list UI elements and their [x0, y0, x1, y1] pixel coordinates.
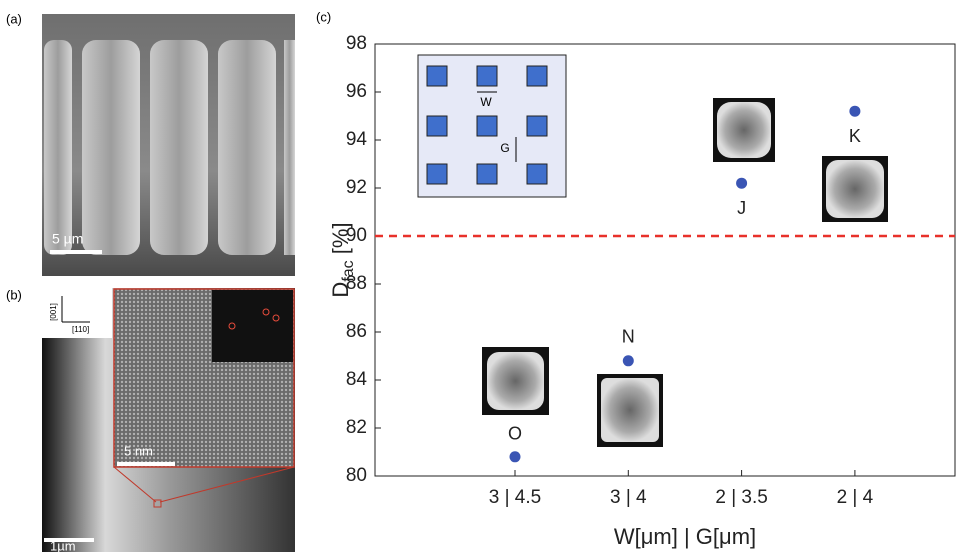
y-axis-label-part: [%] [328, 222, 353, 260]
data-point [510, 451, 521, 462]
data-point [849, 106, 860, 117]
x-tick-label: 3 | 4 [610, 487, 647, 508]
x-axis-label: W[μm] | G[μm] [614, 524, 756, 549]
y-tick-label: 92 [346, 177, 367, 198]
scale-label: 1µm [50, 538, 76, 552]
x-tick-label: 2 | 4 [837, 487, 874, 508]
scale-bar [50, 250, 102, 254]
scale-label: 5 nm [124, 443, 153, 458]
panel-label: (c) [316, 9, 331, 24]
data-point [736, 178, 747, 189]
point-label: N [622, 327, 635, 347]
y-tick-label: 84 [346, 369, 368, 390]
point-label: J [737, 198, 746, 218]
panel-label: (a) [6, 11, 22, 26]
y-tick-label: 98 [346, 33, 367, 54]
x-tick-label: 2 | 3.5 [715, 487, 767, 508]
figure: (a) 5 µm (b) 5 nm 1µm [001] [110] (c) W … [0, 0, 960, 552]
y-tick-label: 86 [346, 321, 367, 342]
inset-label: G [500, 141, 509, 155]
fft-inset [212, 290, 293, 362]
y-tick-label: 96 [346, 81, 367, 102]
y-tick-label: 82 [346, 417, 367, 438]
data-point [623, 355, 634, 366]
y-tick-label: 94 [346, 129, 368, 150]
point-label: O [508, 424, 522, 444]
scale-label: 5 µm [52, 231, 83, 247]
inset-label: W [480, 95, 492, 109]
panel-label: (b) [6, 287, 22, 302]
y-axis-label-part: D [328, 282, 353, 298]
axis-label: [110] [72, 325, 89, 334]
point-label: K [849, 126, 861, 146]
inset-diagram [418, 55, 566, 197]
y-tick-label: 80 [346, 465, 367, 486]
y-axis-label-part: fac [340, 260, 357, 281]
axis-label: [001] [49, 303, 58, 321]
x-tick-label: 3 | 4.5 [489, 487, 541, 508]
